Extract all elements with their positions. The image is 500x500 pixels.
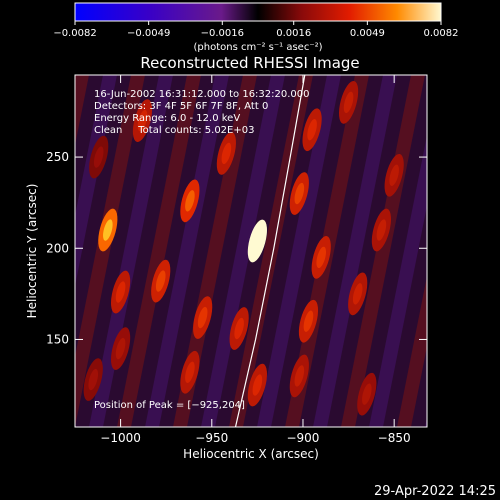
annotation-clean-counts: Clean Total counts: 5.02E+03 [94, 125, 254, 136]
timestamp: 29-Apr-2022 14:25 [374, 484, 496, 499]
emission-blob-core [234, 317, 244, 340]
emission-blob-core [352, 283, 363, 305]
emission-blob-core [343, 91, 354, 114]
fringe-stripe [201, 75, 285, 427]
fringe-stripe [229, 75, 313, 427]
emission-blob-core [376, 219, 387, 241]
emission-blob-core [221, 142, 232, 165]
annotation-energy-range: Energy Range: 6.0 - 12.0 keV [94, 113, 240, 124]
fringe-stripe [369, 135, 427, 427]
emission-blob-core [303, 310, 314, 332]
x-axis-label: Heliocentric X (arcsec) [183, 447, 319, 461]
emission-blob-core [115, 281, 126, 303]
emission-blob-core [115, 337, 126, 360]
y-axis-ticks: 150 200 250 [46, 150, 427, 346]
fringe-stripe [117, 75, 201, 427]
emission-blob-core [252, 230, 263, 252]
x-axis-ticks: −1000 −950 −900 −850 [100, 75, 411, 445]
emission-blob-core [294, 365, 305, 387]
emission-blob-core [185, 361, 195, 383]
colorbar-tick-label: −0.0016 [201, 28, 244, 39]
emission-blob-core [362, 383, 372, 405]
solar-limb-curve [234, 75, 306, 427]
y-tick-label: 200 [46, 241, 69, 255]
emission-blob-core [294, 182, 305, 205]
y-tick-label: 150 [46, 332, 69, 346]
colorbar-ticks: −0.0082 −0.0049 −0.0016 0.0016 0.0049 0.0082 [53, 21, 459, 39]
emission-blob-core [103, 219, 113, 241]
emission-blob-core [155, 270, 166, 292]
peak-position-label: Position of Peak = [−925,204] [94, 400, 245, 411]
emission-blob-core [252, 374, 263, 396]
chart-title: Reconstructed RHESSI Image [140, 54, 359, 72]
fringe-stripe [75, 75, 117, 287]
annotation-time-range: 16-Jun-2002 16:31:12.000 to 16:32:20.000 [94, 89, 310, 100]
emission-blob-core [316, 246, 327, 269]
x-tick-label: −950 [195, 431, 228, 445]
blob-layer [83, 81, 404, 416]
fringe-stripe [397, 276, 427, 427]
emission-blob-core [185, 190, 195, 212]
emission-blob-core [93, 146, 104, 168]
emission-blob-core [307, 119, 317, 141]
emission-blob-core [389, 164, 399, 186]
colorbar-units-label: (photons cm⁻² s⁻¹ asec⁻²) [193, 42, 322, 53]
annotation-detectors: Detectors: 3F 4F 5F 6F 7F 8F, Att 0 [94, 101, 268, 112]
fringe-stripe [257, 75, 341, 427]
colorbar [74, 2, 442, 22]
colorbar-tick-label: 0.0016 [276, 28, 311, 39]
colorbar-tick-label: −0.0082 [53, 28, 96, 39]
y-tick-label: 250 [46, 150, 69, 164]
fringe-stripe [0, 75, 5, 427]
fringe-stripe [75, 75, 89, 146]
colorbar-tick-label: −0.0049 [127, 28, 170, 39]
fringe-stripe [425, 416, 427, 427]
fringe-stripe [173, 75, 257, 427]
fringe-stripe [313, 75, 397, 427]
plot-frame [74, 74, 428, 428]
fringe-stripe [75, 75, 145, 427]
fringe-pattern [0, 75, 427, 427]
y-axis-label: Heliocentric Y (arcsec) [25, 184, 39, 319]
colorbar-tick-label: 0.0049 [350, 28, 385, 39]
colorbar-tick-label: 0.0082 [424, 28, 459, 39]
emission-blob-core [88, 368, 99, 391]
fringe-stripe [341, 75, 425, 427]
fringe-stripe [89, 75, 173, 427]
x-tick-label: −850 [378, 431, 411, 445]
x-tick-label: −1000 [100, 431, 141, 445]
emission-blob-core [137, 109, 148, 132]
fringe-stripe [145, 75, 229, 427]
x-tick-label: −900 [286, 431, 319, 445]
emission-blob-core [197, 306, 208, 329]
